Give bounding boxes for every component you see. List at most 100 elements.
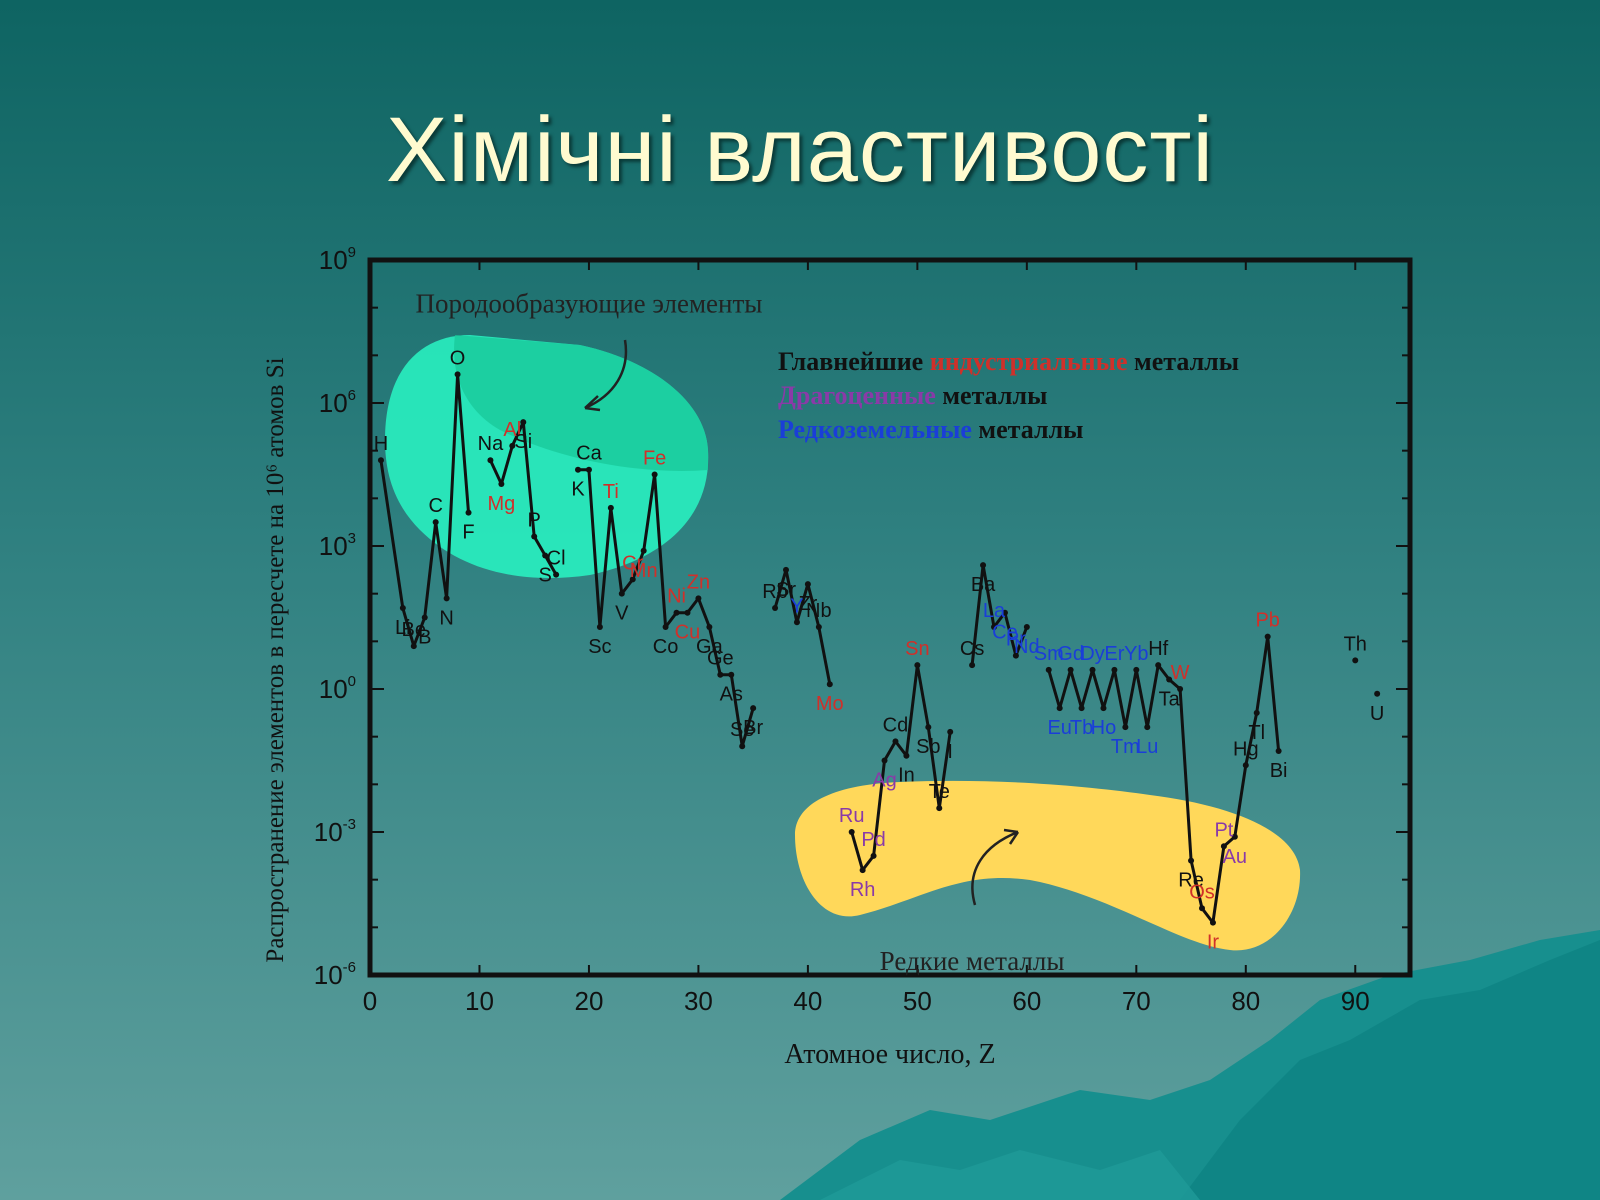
element-label: Cr <box>622 552 643 574</box>
rock-forming-annotation: Породообразующие элементы <box>415 288 762 318</box>
element-label: F <box>462 522 474 544</box>
y-axis-label: Распространение элементов в пересчете на… <box>262 357 289 962</box>
data-point <box>1209 919 1216 926</box>
data-point <box>432 519 439 526</box>
data-point <box>1001 609 1008 616</box>
data-point <box>925 724 932 731</box>
data-point <box>684 609 691 616</box>
data-point <box>520 419 527 426</box>
data-point <box>936 805 943 812</box>
data-point <box>1155 662 1162 669</box>
element-label: Cl <box>547 548 566 570</box>
element-label: Hf <box>1148 638 1168 660</box>
series-line <box>1047 635 1281 925</box>
data-point <box>673 609 680 616</box>
data-point <box>914 662 921 669</box>
element-label: C <box>428 495 442 517</box>
element-label: Sn <box>905 638 929 660</box>
element-label: Si <box>514 431 532 453</box>
element-label: Os <box>1189 881 1215 903</box>
legend-entry: Драгоценные металлы <box>778 381 1047 410</box>
element-label: W <box>1171 662 1190 684</box>
data-point <box>859 867 866 874</box>
element-label: Y <box>790 595 803 617</box>
data-point <box>1133 666 1140 673</box>
data-point <box>618 590 625 597</box>
x-tick-label: 60 <box>1012 986 1041 1016</box>
element-label: Rh <box>850 879 876 901</box>
x-tick-label: 20 <box>574 986 603 1016</box>
element-label: Mo <box>816 693 844 715</box>
data-point <box>531 533 538 540</box>
data-point <box>1242 762 1249 769</box>
data-point <box>1352 657 1359 664</box>
y-tick-label: 10-3 <box>314 816 356 847</box>
data-point <box>969 662 976 669</box>
data-point <box>1144 724 1151 731</box>
element-label: Ag <box>872 770 896 792</box>
data-point <box>553 571 560 578</box>
x-tick-label: 0 <box>363 986 377 1016</box>
element-label: Pd <box>861 829 885 851</box>
element-label: V <box>615 603 629 625</box>
data-point <box>1231 833 1238 840</box>
element-label: Sm <box>1034 643 1064 665</box>
data-point <box>1111 666 1118 673</box>
legend-entry: Главнейшие индустриальные металлы <box>778 347 1239 376</box>
element-label: U <box>1370 703 1384 725</box>
element-label: Pb <box>1255 610 1279 632</box>
arrowhead-rock-forming <box>584 395 601 412</box>
data-point <box>1067 666 1074 673</box>
y-tick-label: 10-6 <box>314 959 356 990</box>
data-point <box>1166 676 1173 683</box>
series-line <box>379 372 470 648</box>
data-point <box>399 604 406 611</box>
element-label: In <box>898 765 915 787</box>
element-label: Nb <box>806 600 832 622</box>
element-label: B <box>418 627 431 649</box>
data-point <box>1275 747 1282 754</box>
series-line <box>773 568 832 685</box>
rare-metals-annotation: Редкие металлы <box>880 946 1065 976</box>
element-label: Ca <box>576 443 602 465</box>
data-point <box>947 728 954 735</box>
element-label: Ti <box>603 481 619 503</box>
data-point <box>1056 705 1063 712</box>
element-label: Mn <box>630 560 658 582</box>
element-label: Cu <box>675 622 701 644</box>
element-label: H <box>374 433 388 455</box>
x-tick-label: 30 <box>684 986 713 1016</box>
data-point <box>783 566 789 573</box>
element-label: Hg <box>1233 738 1259 760</box>
data-point <box>1177 686 1184 692</box>
element-label: Zr <box>798 593 817 615</box>
data-point <box>826 681 833 688</box>
element-label: Ga <box>696 636 724 658</box>
data-point <box>706 624 713 631</box>
legend-entry: Редкоземельные металлы <box>778 415 1083 444</box>
element-label: Cs <box>960 638 984 660</box>
x-tick-label: 50 <box>903 986 932 1016</box>
data-point <box>585 466 592 473</box>
element-label: Eu <box>1047 717 1071 739</box>
data-point <box>1023 624 1030 631</box>
data-point <box>793 619 800 626</box>
x-axis-label: Атомное число, Z <box>784 1039 995 1070</box>
data-point <box>728 671 735 678</box>
data-point <box>1078 705 1085 712</box>
data-point <box>1012 652 1019 659</box>
data-point <box>421 614 428 621</box>
plot-frame <box>367 257 1413 978</box>
element-label: As <box>720 684 743 706</box>
element-label: Ni <box>667 586 686 608</box>
data-point <box>772 604 779 611</box>
data-point <box>870 852 877 859</box>
data-point <box>717 671 724 678</box>
data-point <box>542 552 549 559</box>
element-label: Pr <box>1006 629 1026 651</box>
element-label: Cd <box>883 714 909 736</box>
data-point <box>596 624 603 631</box>
element-label: Sb <box>916 736 940 758</box>
element-label: Al <box>503 419 521 441</box>
